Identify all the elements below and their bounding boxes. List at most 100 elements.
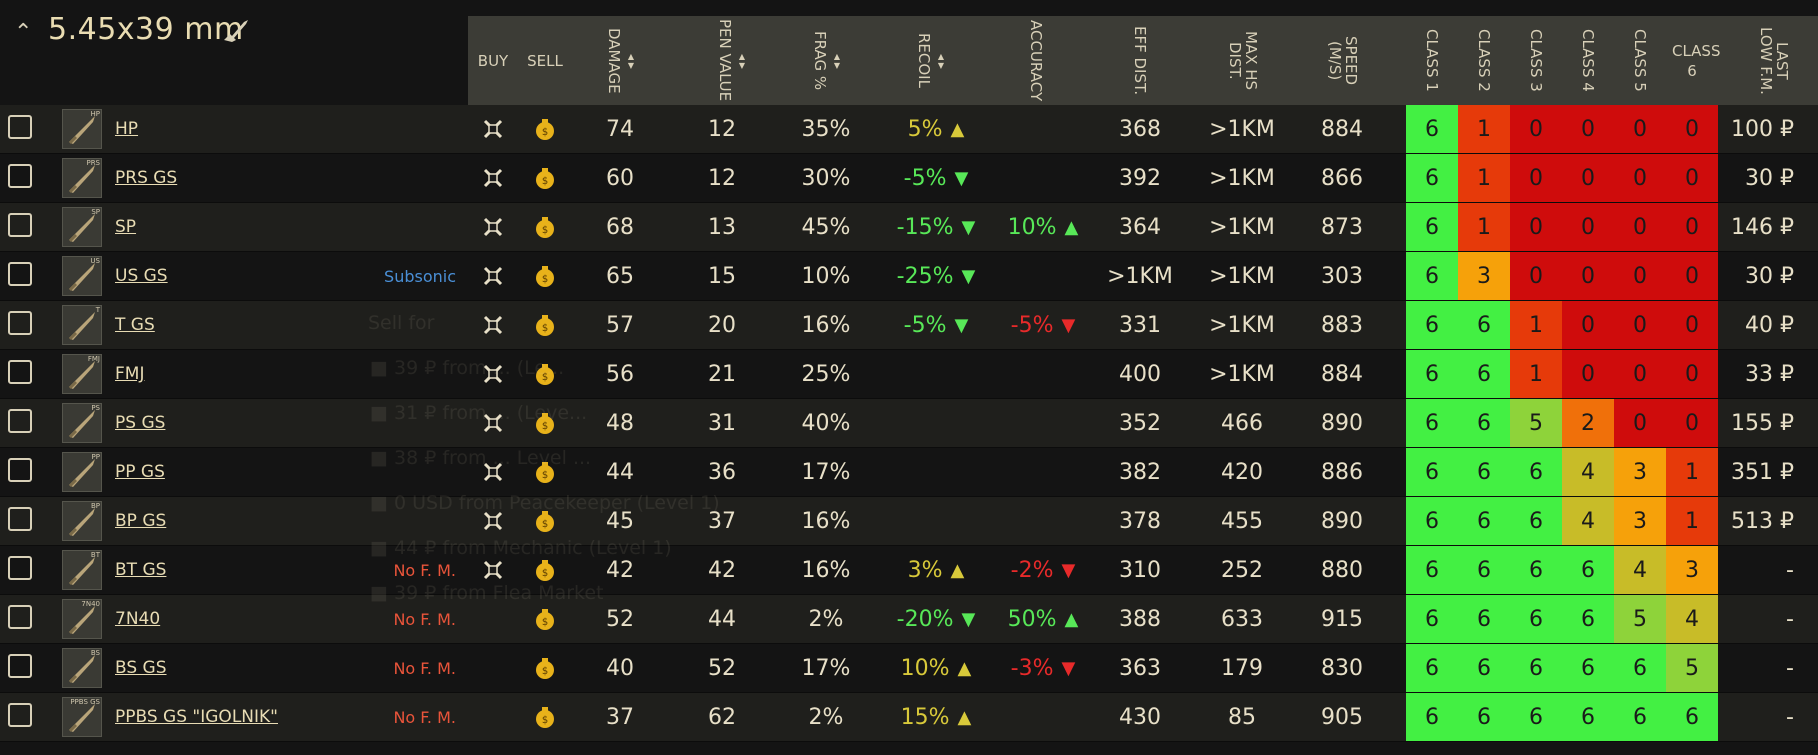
row-checkbox[interactable] xyxy=(8,458,32,482)
sell-icon[interactable]: $ xyxy=(518,595,572,643)
sell-icon[interactable]: $ xyxy=(518,252,572,300)
col-recoil[interactable]: RECOIL ▲ ▼ xyxy=(914,33,945,88)
sell-icon[interactable]: $ xyxy=(518,301,572,349)
ammo-thumbnail: PP xyxy=(62,452,102,492)
ammo-name-link[interactable]: SP xyxy=(115,217,137,237)
row-checkbox[interactable] xyxy=(8,654,32,678)
armor-class-1-value: 6 xyxy=(1406,497,1458,545)
row-checkbox[interactable] xyxy=(8,703,32,727)
armor-class-6-value: 6 xyxy=(1666,693,1718,741)
cartridge-icon xyxy=(69,410,95,438)
ammo-name-link[interactable]: PRS GS xyxy=(115,168,178,188)
row-checkbox[interactable] xyxy=(8,164,32,188)
row-checkbox[interactable] xyxy=(8,213,32,237)
buy-icon[interactable] xyxy=(468,399,518,447)
max-hs-value: 179 xyxy=(1221,655,1263,681)
col-frag[interactable]: FRAG % ▲ ▼ xyxy=(810,30,841,91)
eff-dist-value: 368 xyxy=(1119,116,1161,142)
sell-icon[interactable]: $ xyxy=(518,497,572,545)
armor-class-1-value: 6 xyxy=(1406,350,1458,398)
max-hs-value: >1KM xyxy=(1209,214,1275,240)
pen-value: 62 xyxy=(708,704,736,730)
armor-class-6-value: 1 xyxy=(1666,448,1718,496)
recoil-value: 10% ▲ xyxy=(900,655,972,681)
ammo-name-link[interactable]: PPBS GS "IGOLNIK" xyxy=(115,707,278,727)
armor-class-6-value: 0 xyxy=(1666,252,1718,300)
cartridge-icon xyxy=(69,508,95,536)
row-checkbox[interactable] xyxy=(8,605,32,629)
ammo-name-link[interactable]: 7N40 xyxy=(115,609,161,629)
buy-icon[interactable] xyxy=(468,203,518,251)
col-eff-dist: EFF DIST. xyxy=(1131,25,1149,96)
buy-icon[interactable] xyxy=(468,252,518,300)
armor-class-6-value: 3 xyxy=(1666,546,1718,594)
svg-text:$: $ xyxy=(542,274,548,285)
col-damage[interactable]: DAMAGE ▲ ▼ xyxy=(604,27,635,94)
arrow-up-icon: ▲ xyxy=(1064,216,1079,238)
max-hs-value: 633 xyxy=(1221,606,1263,632)
row-checkbox[interactable] xyxy=(8,311,32,335)
sort-arrows-icon[interactable]: ▲ ▼ xyxy=(937,51,945,70)
speed-value: 880 xyxy=(1321,557,1363,583)
buy-icon[interactable] xyxy=(468,154,518,202)
sell-icon[interactable]: $ xyxy=(518,203,572,251)
cartridge-icon xyxy=(69,312,95,340)
ammo-name-link[interactable]: FMJ xyxy=(115,364,145,384)
sell-icon[interactable]: $ xyxy=(518,546,572,594)
buy-icon[interactable] xyxy=(468,301,518,349)
row-checkbox[interactable] xyxy=(8,507,32,531)
ammo-thumbnail: PPBS GS xyxy=(62,697,102,737)
svg-text:$: $ xyxy=(542,715,548,726)
pen-value: 15 xyxy=(708,263,736,289)
row-checkbox[interactable] xyxy=(8,360,32,384)
ammo-name-link[interactable]: BS GS xyxy=(115,658,167,678)
ammo-name-link[interactable]: T GS xyxy=(115,315,155,335)
last-low-price: 30 ₽ xyxy=(1745,263,1794,289)
ammo-name-link[interactable]: PS GS xyxy=(115,413,166,433)
max-hs-value: >1KM xyxy=(1209,165,1275,191)
pen-value: 12 xyxy=(708,165,736,191)
ammo-thumbnail: HP xyxy=(62,109,102,149)
ammo-name-link[interactable]: HP xyxy=(115,119,139,139)
row-checkbox[interactable] xyxy=(8,409,32,433)
damage-value: 56 xyxy=(606,361,634,387)
sell-icon[interactable]: $ xyxy=(518,154,572,202)
row-checkbox[interactable] xyxy=(8,262,32,286)
ammo-name-link[interactable]: US GS xyxy=(115,266,168,286)
sell-icon[interactable]: $ xyxy=(518,693,572,741)
armor-class-2-value: 6 xyxy=(1458,595,1510,643)
eff-dist-value: 392 xyxy=(1119,165,1161,191)
armor-class-3-value: 0 xyxy=(1510,154,1562,202)
sell-icon[interactable]: $ xyxy=(518,448,572,496)
speed-value: 890 xyxy=(1321,508,1363,534)
ammo-tag: No F. M. xyxy=(393,658,456,678)
buy-icon[interactable] xyxy=(468,448,518,496)
sort-arrows-icon[interactable]: ▲ ▼ xyxy=(738,51,746,70)
buy-icon[interactable] xyxy=(468,350,518,398)
sell-icon[interactable]: $ xyxy=(518,350,572,398)
cartridge-icon xyxy=(69,165,95,193)
buy-icon[interactable] xyxy=(468,546,518,594)
recoil-value: -5% ▼ xyxy=(903,312,969,338)
svg-text:$: $ xyxy=(542,519,548,530)
sell-icon[interactable]: $ xyxy=(518,105,572,153)
sell-icon[interactable]: $ xyxy=(518,399,572,447)
sell-icon[interactable]: $ xyxy=(518,644,572,692)
sort-arrows-icon[interactable]: ▲ ▼ xyxy=(627,51,635,70)
buy-icon[interactable] xyxy=(468,105,518,153)
ammo-name-link[interactable]: BT GS xyxy=(115,560,167,580)
collapse-caret-icon[interactable]: ⌃ xyxy=(14,20,33,45)
sort-arrows-icon[interactable]: ▲ ▼ xyxy=(833,51,841,70)
row-checkbox[interactable] xyxy=(8,115,32,139)
speed-value: 873 xyxy=(1321,214,1363,240)
speed-value: 890 xyxy=(1321,410,1363,436)
col-pen-value[interactable]: PEN VALUE ▲ ▼ xyxy=(715,19,746,102)
ammo-thumbnail: PS xyxy=(62,403,102,443)
ammo-name-link[interactable]: BP GS xyxy=(115,511,167,531)
max-hs-value: >1KM xyxy=(1209,116,1275,142)
armor-class-5-value: 0 xyxy=(1614,105,1666,153)
ammo-name-link[interactable]: PP GS xyxy=(115,462,165,482)
row-checkbox[interactable] xyxy=(8,556,32,580)
buy-icon[interactable] xyxy=(468,497,518,545)
svg-text:$: $ xyxy=(542,617,548,628)
